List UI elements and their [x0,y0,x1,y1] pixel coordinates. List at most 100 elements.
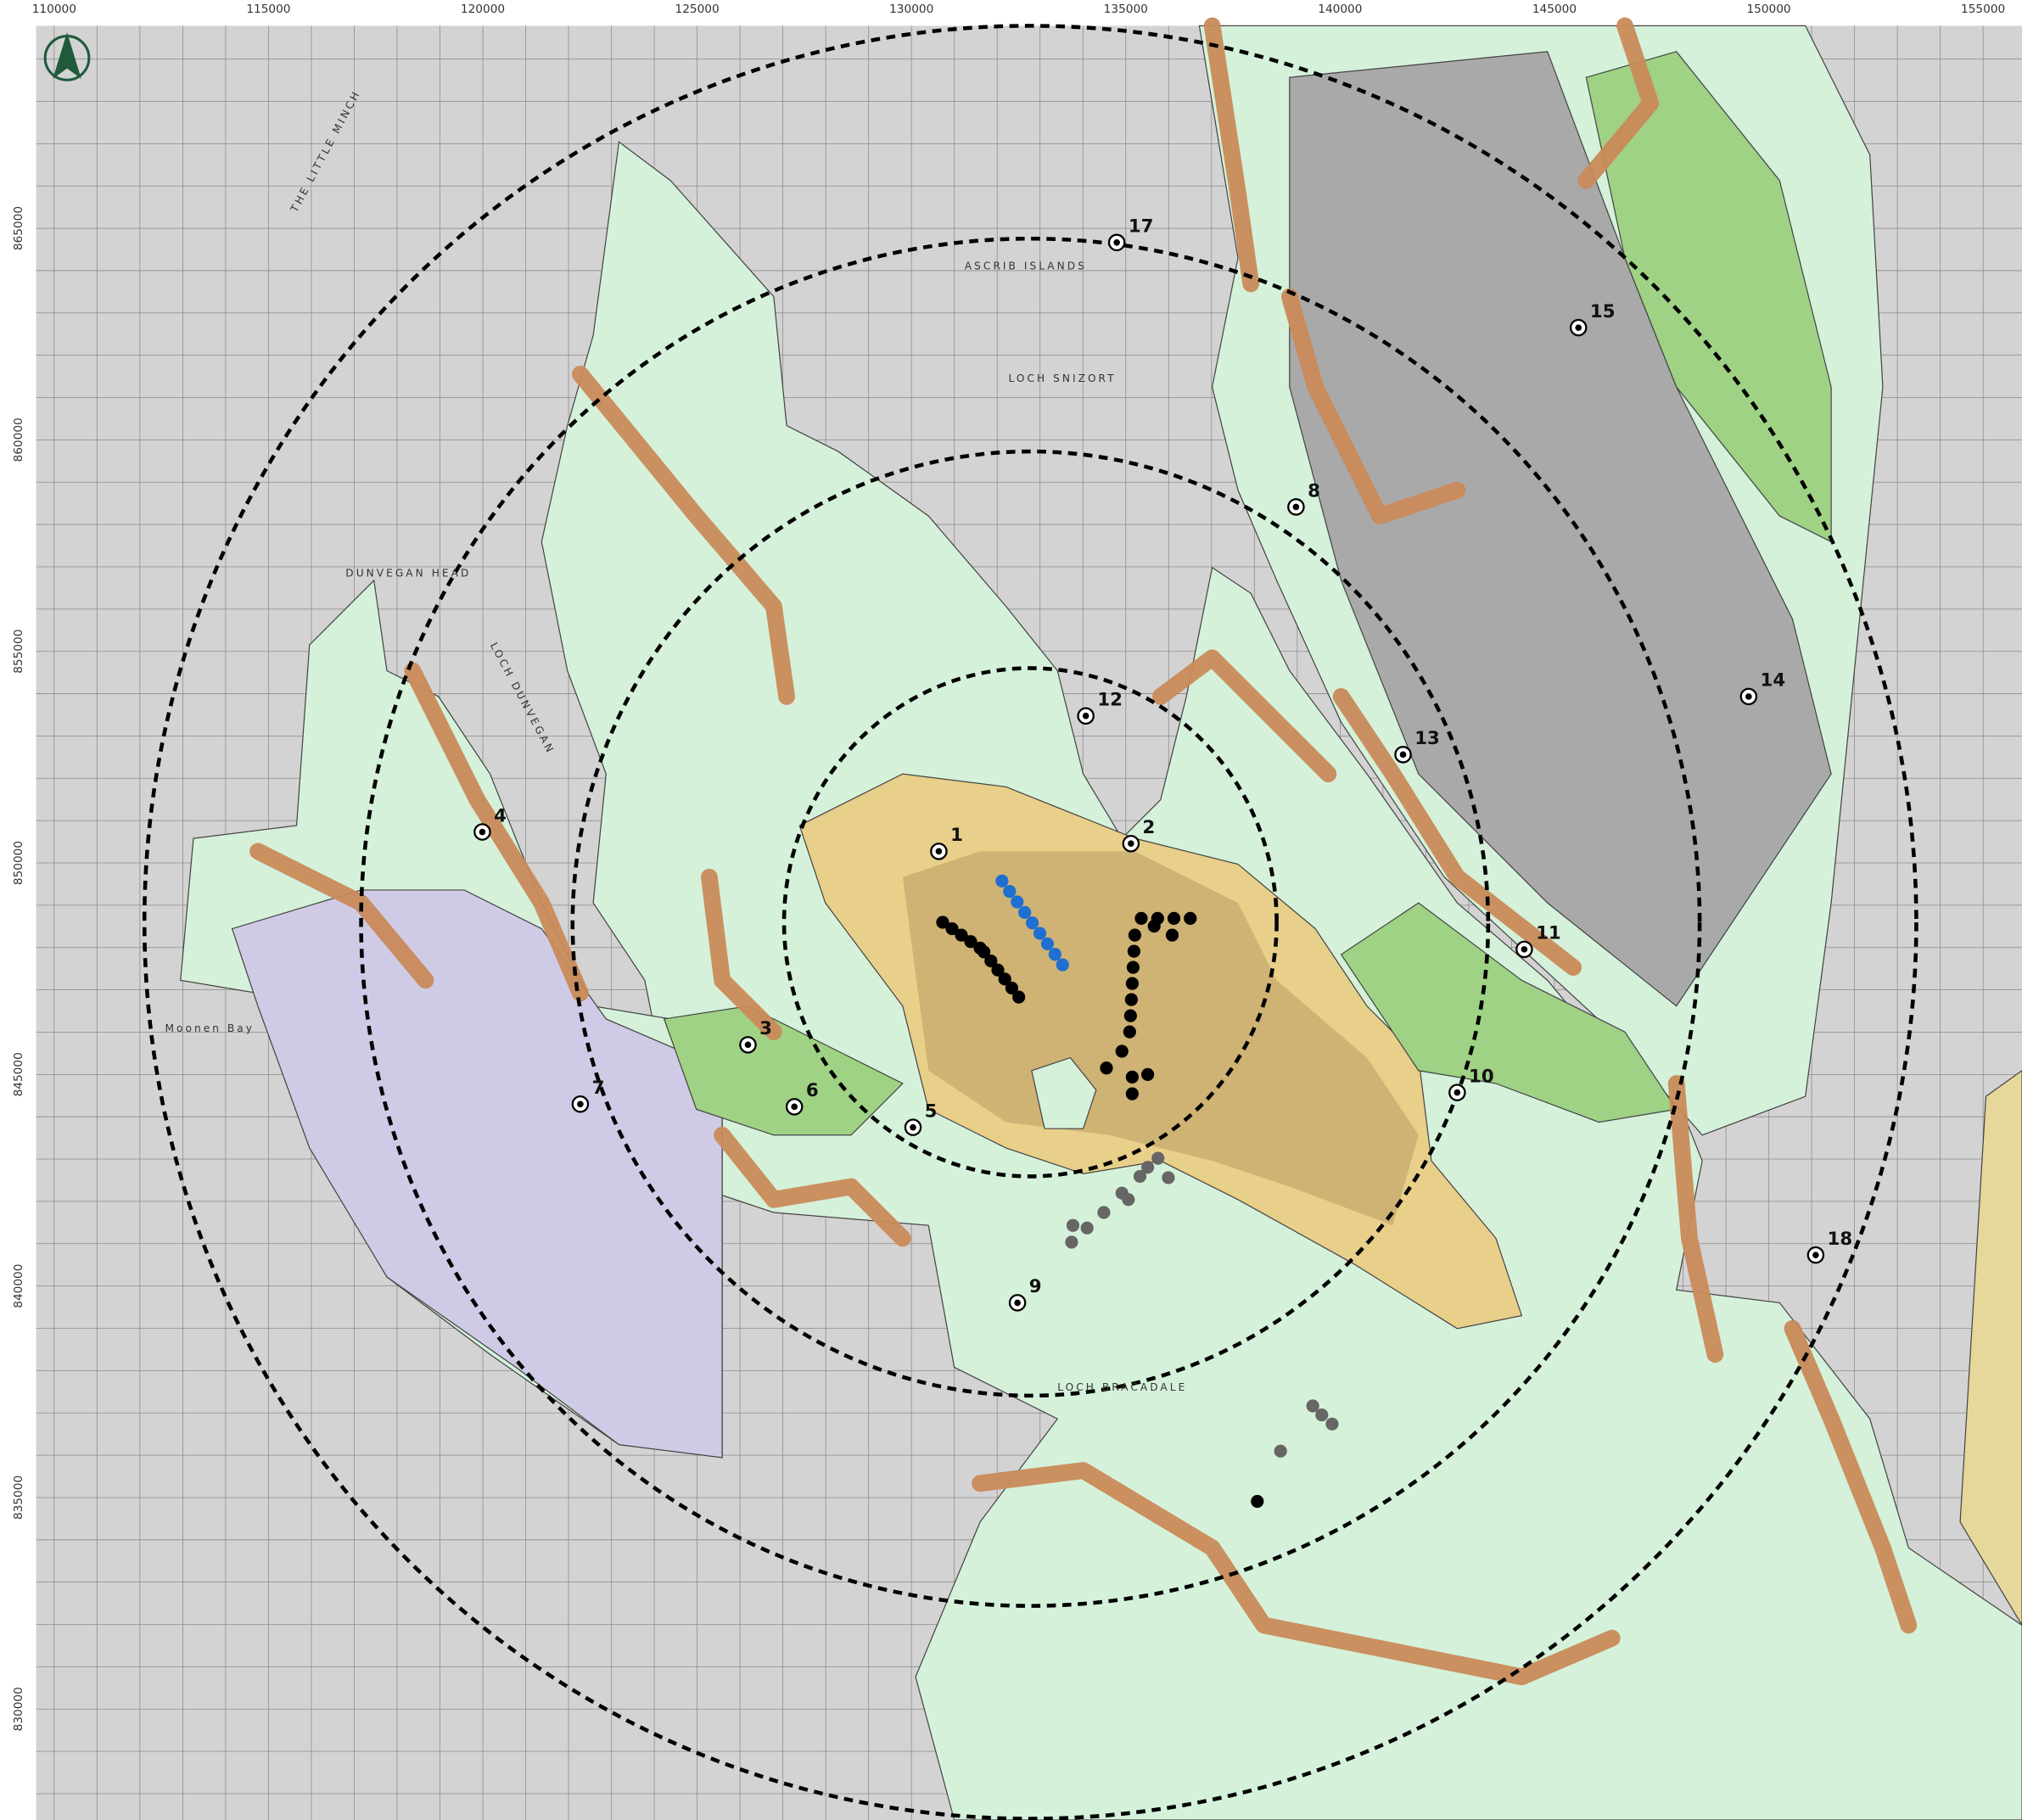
easting-label: 135000 [1104,3,1148,16]
easting-label: 125000 [675,3,720,16]
turbine [1125,1070,1139,1084]
land [180,25,2022,1820]
turbine [1125,977,1139,990]
turbine [1128,928,1142,942]
turbine [1184,911,1197,925]
viewpoint-label: 12 [1097,690,1123,711]
viewpoint-dot [1113,238,1120,246]
viewpoint-label: 17 [1129,216,1154,238]
turbine [1134,911,1148,925]
turbine [1122,1193,1135,1207]
turbine [1127,944,1141,958]
raasay-land [1959,1070,2022,1627]
valley [714,1126,911,1247]
viewpoint-label: 13 [1414,728,1440,749]
viewpoint-dot [1014,1299,1021,1307]
viewpoint-label: 1 [950,825,963,846]
turbine [1123,1009,1137,1022]
northing-label: 865000 [12,206,25,250]
viewpoint-label: 7 [592,1078,605,1099]
easting-label: 110000 [32,3,76,16]
easting-label: 130000 [889,3,933,16]
easting-label: 155000 [1961,3,2005,16]
viewpoint-dot [935,848,943,855]
turbine [945,921,959,936]
turbine [1011,895,1024,909]
valley [1332,688,1582,977]
viewpoint-label: 9 [1029,1276,1042,1297]
turbine [1151,1151,1165,1165]
easting-label: 145000 [1532,3,1577,16]
turbine [955,928,968,942]
valleys [249,17,1918,1686]
viewpoint-label: 5 [925,1100,938,1122]
viewpoint-dot [1812,1252,1819,1258]
turbine [1003,885,1017,899]
viewpoint-label: 18 [1828,1229,1853,1250]
turbine [1123,1025,1136,1039]
turbine [1026,916,1039,930]
valley [1784,1319,1918,1634]
turbine [1097,1206,1111,1219]
turbine [1162,1171,1175,1184]
valley [1151,649,1337,783]
turbine [998,972,1011,986]
viewpoint-label: 4 [494,805,507,826]
viewpoint-label: 6 [806,1080,819,1101]
radius-ring [143,24,1918,1820]
northing-label: 840000 [12,1264,25,1308]
viewpoint-label: 2 [1143,817,1156,838]
viewpoint-dot [910,1123,916,1131]
easting-label: 115000 [246,3,290,16]
central-moor-dark [902,851,1419,1226]
valley [1280,288,1466,524]
viewpoint-label: 3 [759,1018,772,1039]
turbine [995,874,1009,888]
north-arrow [43,32,91,81]
valley [404,662,589,1002]
turbine [1033,927,1047,940]
viewpoint-dot [1128,840,1134,848]
radius-rings [143,24,1918,1820]
northing-label: 835000 [12,1476,25,1520]
radius-ring [570,449,1491,1398]
turbine [977,945,991,959]
turbine [936,916,949,929]
northing-label: 850000 [12,841,25,885]
viewpoint-label: 14 [1761,670,1786,692]
place-name: LOCH SNIZORT [1008,372,1116,384]
northing-label: 855000 [12,630,25,674]
viewpoint-dot [1745,693,1752,700]
easting-label: 140000 [1318,3,1362,16]
valley [1577,17,1660,189]
radius-ring [781,666,1279,1179]
viewpoint-dot [1399,751,1407,759]
viewpoint-dot [1521,946,1528,953]
turbine [1065,1235,1078,1249]
turbine [1066,1218,1080,1232]
turbine [1251,1494,1264,1509]
turbine [1274,1444,1287,1458]
turbine [1141,1161,1155,1174]
valley [701,868,782,1041]
viewpoint-dot [791,1103,798,1111]
duirinish-upland [231,889,723,1459]
easting-label: 120000 [461,3,505,16]
valley [1203,17,1260,293]
turbine [1306,1399,1319,1413]
turbine [1048,948,1061,961]
viewpoint-dot [1575,324,1582,331]
northing-label: 860000 [12,417,25,462]
turbine [1005,981,1019,995]
turbine [1080,1221,1094,1235]
valley [972,1462,1621,1686]
turbine [1125,1087,1139,1100]
valley [1667,1075,1724,1364]
turbine [1012,990,1026,1004]
turbines [936,874,1339,1509]
viewpoint-label: 10 [1469,1066,1494,1087]
place-name: ASCRIB ISLANDS [965,260,1087,272]
